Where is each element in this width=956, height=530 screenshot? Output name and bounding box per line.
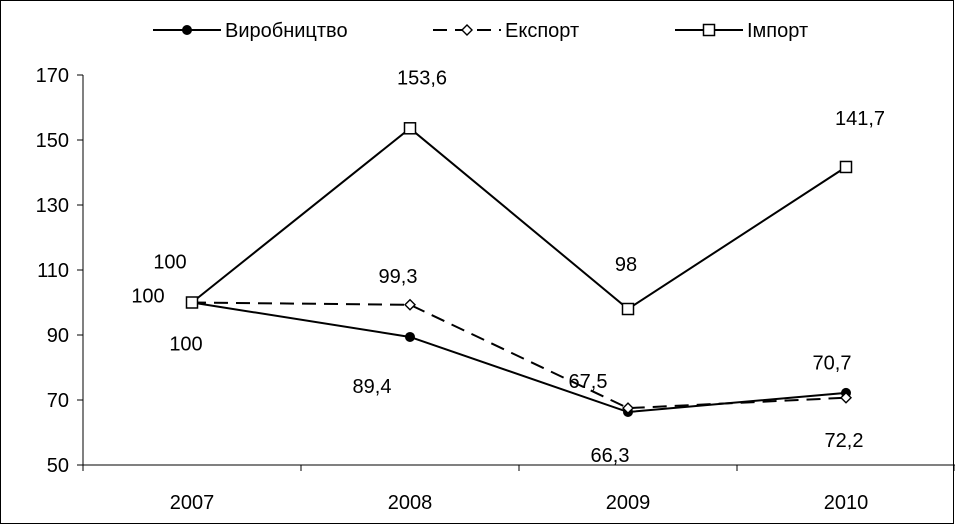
data-label: 153,6 [397,67,447,89]
data-label: 66,3 [591,445,630,467]
series-markers [185,122,853,418]
legend-label: Імпорт [747,20,808,42]
y-tick-label: 130 [36,195,69,217]
y-tick-label: 110 [37,260,69,282]
series-2-marker [839,160,853,174]
series-2-marker [403,122,417,135]
x-tick-label: 2008 [388,492,433,514]
legend-label: Експорт [505,20,579,42]
series-2-marker [621,302,635,316]
series-line-0 [191,301,847,414]
series-0-marker [405,331,415,342]
data-label: 70,7 [813,353,852,375]
series-line-2 [191,127,847,311]
y-tick-label: 70 [47,390,69,412]
series-1-marker [622,402,634,415]
x-tick-label: 2010 [824,492,869,514]
data-label: 67,5 [569,371,608,393]
legend-marker-1 [461,24,473,36]
y-tick-label: 150 [36,130,69,152]
data-label: 100 [131,286,164,308]
data-label: 89,4 [353,376,392,398]
legend-marker-2 [702,23,716,37]
axes: 50 70 90 110 130 150 170 2007 2008 2009 2010 [36,65,956,514]
data-labels: 100 89,4 66,3 72,2 100 99,3 67,5 70,7 100 153,6 98… [131,67,885,467]
y-tick-label: 50 [47,455,69,477]
y-tick-label: 90 [47,325,69,347]
y-tick-label: 170 [36,65,69,87]
series-1-marker [404,298,416,311]
legend-label: Виробництво [225,20,348,42]
series-2-marker [185,296,199,309]
series-1-marker [840,391,852,404]
data-label: 100 [153,252,186,274]
legend: Виробництво Експорт Імпорт [153,20,808,42]
data-label: 99,3 [379,266,418,288]
series-line-1 [191,301,847,410]
data-label: 141,7 [835,108,885,130]
series-lines [191,127,847,414]
x-tick-label: 2007 [170,492,215,514]
x-tick-label: 2009 [606,492,651,514]
data-label: 72,2 [825,430,864,452]
data-label: 98 [615,254,637,276]
legend-marker-0 [182,25,192,35]
data-label: 100 [169,334,202,356]
